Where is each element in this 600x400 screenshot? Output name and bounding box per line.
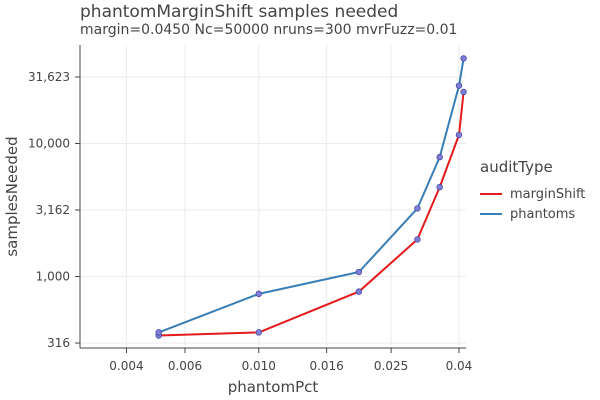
x-tick-label: 0.010 (242, 359, 276, 373)
data-point-phantoms (460, 55, 467, 62)
legend-item-phantoms[interactable]: phantoms (480, 204, 585, 224)
x-tick-label: 0.004 (109, 359, 143, 373)
legend-label-marginshift: marginShift (510, 186, 586, 202)
data-point-marginshift (255, 329, 262, 336)
data-point-phantoms (355, 268, 363, 276)
x-axis-title: phantomPct (228, 378, 319, 396)
data-point-phantoms (155, 329, 162, 336)
data-point-phantoms (414, 205, 421, 212)
legend-title: auditType (480, 158, 553, 176)
y-tick-label: 316 (47, 336, 70, 350)
x-tick-label: 0.025 (374, 359, 408, 373)
y-axis-title: samplesNeeded (3, 136, 21, 256)
y-tick-label: 10,000 (28, 136, 70, 150)
data-point-phantoms (455, 82, 463, 89)
data-point-marginshift (355, 288, 363, 295)
data-point-phantoms (255, 290, 262, 298)
legend-swatch-phantoms (480, 213, 502, 215)
data-point-marginshift (414, 236, 421, 243)
chart-subtitle: margin=0.0450 Nc=50000 nruns=300 mvrFuzz… (80, 22, 458, 38)
chart-title: phantomMarginShift samples needed (80, 2, 399, 22)
series-line-phantoms (158, 58, 465, 334)
legend-swatch-marginshift (480, 193, 502, 195)
data-point-marginshift (455, 131, 463, 139)
data-point-marginshift (436, 183, 443, 191)
legend-item-marginshift[interactable]: marginShift (480, 184, 585, 204)
x-tick-label: 0.006 (168, 359, 202, 373)
x-tick-label: 0.016 (309, 359, 343, 373)
y-tick-label: 3,162 (36, 203, 70, 217)
legend-label-phantoms: phantoms (510, 206, 576, 222)
y-tick-label: 1,000 (36, 269, 70, 283)
data-point-marginshift (460, 88, 467, 96)
data-point-phantoms (436, 153, 443, 161)
x-tick-label: 0.04 (446, 359, 473, 373)
series-line-marginshift (158, 91, 465, 337)
y-tick-label: 31,623 (28, 70, 70, 84)
legend: auditType marginShift phantoms (480, 158, 585, 224)
